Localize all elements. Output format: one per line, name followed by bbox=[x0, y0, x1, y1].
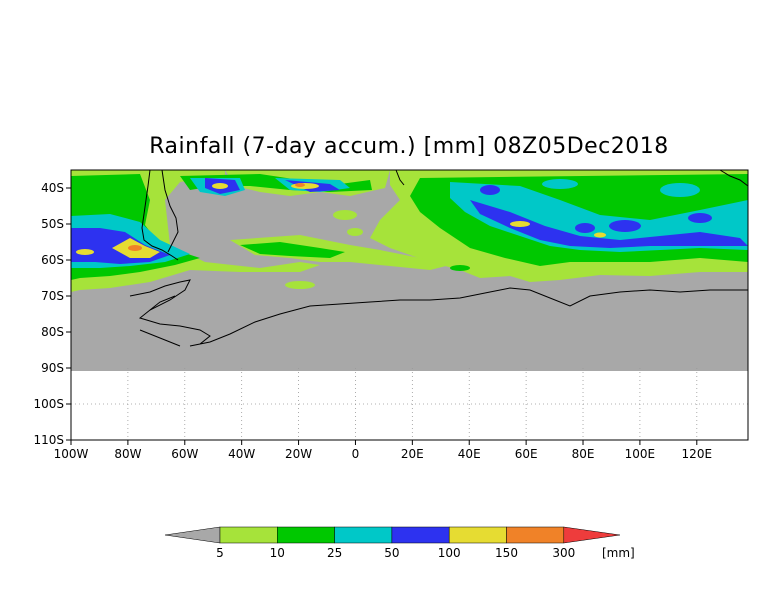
precip-field bbox=[71, 170, 748, 292]
coastlines bbox=[129, 169, 749, 347]
lon-tick-label: 60E bbox=[515, 447, 538, 461]
lat-tick-label: 60S bbox=[41, 253, 64, 267]
lat-axis: 40S 50S 60S 70S 80S 90S 100S 110S bbox=[33, 181, 71, 447]
lon-tick-label: 100E bbox=[625, 447, 656, 461]
lon-tick-label: 120E bbox=[682, 447, 713, 461]
no-data-area bbox=[71, 371, 748, 440]
lon-tick-label: 40W bbox=[228, 447, 255, 461]
legend-bin bbox=[506, 526, 565, 544]
legend-bin bbox=[391, 526, 450, 544]
africa-coast bbox=[395, 169, 405, 186]
antarctic-peninsula bbox=[139, 295, 181, 347]
map-title: Rainfall (7-day accum.) [mm] 08Z05Dec201… bbox=[149, 134, 669, 159]
legend-label: 150 bbox=[495, 546, 518, 560]
legend-under-triangle bbox=[164, 526, 221, 544]
south-america-coast bbox=[141, 169, 179, 261]
lat-tick-label: 70S bbox=[41, 289, 64, 303]
legend-label: 300 bbox=[552, 546, 575, 560]
legend-bin bbox=[219, 526, 278, 544]
lat-tick-label: 110S bbox=[33, 433, 64, 447]
legend-bin bbox=[277, 526, 335, 544]
australia-coast bbox=[719, 169, 749, 187]
legend-label: 100 bbox=[438, 546, 461, 560]
lat-tick-label: 100S bbox=[33, 397, 64, 411]
legend-label: 5 bbox=[216, 546, 224, 560]
legend-units: [mm] bbox=[602, 546, 635, 560]
lat-tick-label: 90S bbox=[41, 361, 64, 375]
lon-tick-label: 80W bbox=[114, 447, 141, 461]
lon-tick-label: 80E bbox=[572, 447, 595, 461]
lat-tick-label: 50S bbox=[41, 217, 64, 231]
lon-tick-label: 20W bbox=[285, 447, 312, 461]
color-legend: 5 10 25 50 100 150 300 [mm] bbox=[164, 526, 635, 560]
legend-label: 25 bbox=[327, 546, 342, 560]
lon-tick-label: 20E bbox=[401, 447, 424, 461]
lon-tick-label: 40E bbox=[458, 447, 481, 461]
map-frame bbox=[70, 169, 749, 441]
lat-tick-label: 80S bbox=[41, 325, 64, 339]
antarctica-coast bbox=[129, 279, 748, 347]
legend-bin bbox=[448, 526, 507, 544]
lat-tick-label: 40S bbox=[41, 181, 64, 195]
legend-bin bbox=[334, 526, 393, 544]
lon-tick-label: 100W bbox=[54, 447, 89, 461]
lon-tick-label: 60W bbox=[171, 447, 198, 461]
legend-over-triangle bbox=[563, 526, 621, 544]
legend-label: 50 bbox=[384, 546, 399, 560]
lon-tick-label: 0 bbox=[352, 447, 360, 461]
legend-label: 10 bbox=[270, 546, 285, 560]
lon-axis: 100W 80W 60W 40W 20W 0 20E 40E 60E 80E 100E 120E bbox=[54, 440, 712, 461]
